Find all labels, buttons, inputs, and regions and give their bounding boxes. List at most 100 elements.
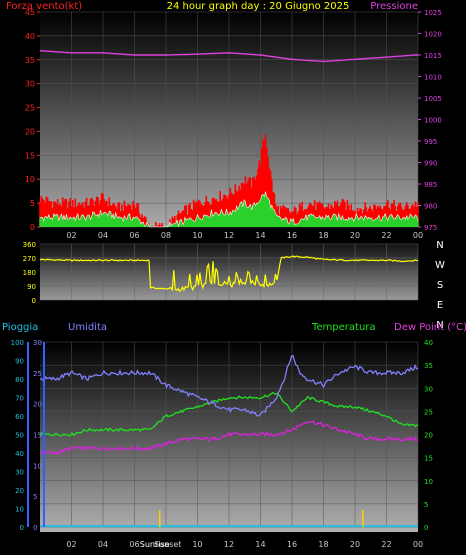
- temp-x-tick-label: 00: [413, 540, 423, 549]
- temp-x-tick-label: 16: [287, 540, 297, 549]
- rain-axis-label: Pioggia: [2, 322, 38, 333]
- temperature-tick-label: 10: [424, 478, 433, 486]
- temperature-tick-label: 35: [424, 362, 433, 370]
- humidity-tick-label: 15: [33, 432, 42, 440]
- pressure-tick-label: 990: [424, 160, 437, 168]
- temperature-tick-label: 30: [424, 385, 433, 393]
- wind-x-tick-label: 10: [192, 231, 202, 240]
- pressure-line: [39, 50, 418, 63]
- rain-tick-label: 90: [15, 358, 24, 366]
- temperature-panel-grid: [40, 341, 419, 528]
- wind-x-tick-label: 06: [129, 231, 139, 240]
- direction-line: [39, 255, 419, 293]
- wind-x-tick-label: 14: [255, 231, 265, 240]
- pressure-tick-label: 1010: [424, 74, 442, 82]
- wind-axis-label: Forza vento(kt): [6, 1, 82, 12]
- wind-tick-label: 20: [25, 127, 35, 136]
- wind-tick-label: 45: [25, 8, 35, 17]
- humidity-line: [39, 355, 419, 417]
- wind-avg-line: [39, 190, 419, 228]
- wind-x-tick-label: 12: [224, 231, 234, 240]
- wind-panel-axes: 0510152025303540459759809859909951000100…: [25, 8, 442, 240]
- sunset-label: Sunset: [154, 540, 181, 549]
- humidity-tick-label: 0: [33, 524, 37, 532]
- compass-label: N: [436, 320, 443, 331]
- temperature-tick-label: 5: [424, 501, 428, 509]
- humidity-axis-label: Umidita: [68, 322, 107, 333]
- direction-panel-grid: [40, 243, 419, 301]
- humidity-tick-label: 20: [33, 401, 42, 409]
- temp-x-tick-label: 14: [255, 540, 265, 549]
- temperature-tick-label: 15: [424, 455, 433, 463]
- wind-tick-label: 5: [30, 199, 35, 208]
- wind-x-tick-label: 18: [318, 231, 328, 240]
- wind-tick-label: 0: [30, 223, 35, 232]
- temperature-tick-label: 0: [424, 524, 428, 532]
- wind-tick-label: 10: [25, 175, 35, 184]
- legend-dewpoint: Dew Point (°C): [394, 322, 466, 333]
- rain-tick-label: 10: [15, 506, 24, 514]
- wind-tick-label: 40: [25, 32, 35, 41]
- temperature-tick-label: 20: [424, 432, 433, 440]
- wind-x-tick-label: 00: [413, 231, 423, 240]
- humidity-tick-label: 10: [33, 462, 42, 470]
- rain-tick-label: 100: [11, 339, 24, 347]
- rain-tick-label: 60: [15, 413, 24, 421]
- wind-x-tick-label: 16: [287, 231, 297, 240]
- temp-x-tick-label: 06: [129, 540, 139, 549]
- temperature-panel-plot: [39, 355, 419, 528]
- humidity-tick-label: 5: [33, 493, 37, 501]
- pressure-tick-label: 995: [424, 138, 437, 146]
- temperature-panel-axes: 0102030405060708090100051015202530051015…: [11, 339, 433, 549]
- temp-x-tick-label: 04: [98, 540, 108, 549]
- compass-label: E: [437, 300, 443, 311]
- pressure-tick-label: 1005: [424, 95, 442, 103]
- direction-tick-label: 360: [23, 241, 36, 249]
- direction-panel-plot: [39, 255, 419, 293]
- pressure-tick-label: 1025: [424, 9, 442, 17]
- wind-tick-label: 15: [25, 151, 35, 160]
- sunrise-label: Sunrise: [140, 540, 170, 549]
- temp-x-tick-label: 22: [381, 540, 391, 549]
- rain-tick-label: 0: [20, 524, 24, 532]
- pressure-tick-label: 985: [424, 181, 437, 189]
- pressure-axis-label: Pressione: [370, 1, 418, 12]
- temperature-line: [39, 391, 419, 437]
- wind-x-tick-label: 20: [350, 231, 360, 240]
- wind-x-tick-label: 08: [161, 231, 171, 240]
- rain-tick-label: 80: [15, 376, 24, 384]
- temp-x-tick-label: 12: [224, 540, 234, 549]
- compass-label: N: [436, 240, 443, 251]
- wind-x-tick-label: 04: [98, 231, 108, 240]
- wind-tick-label: 30: [25, 80, 35, 89]
- temperature-tick-label: 40: [424, 339, 433, 347]
- dewpoint-line: [39, 420, 419, 455]
- wind-x-tick-label: 22: [381, 231, 391, 240]
- pressure-tick-label: 1015: [424, 52, 442, 60]
- chart-title: 24 hour graph day : 20 Giugno 2025: [167, 1, 350, 12]
- wind-tick-label: 35: [25, 56, 35, 65]
- direction-tick-label: 0: [32, 297, 36, 305]
- compass-label: W: [435, 260, 445, 271]
- wind-panel-plot: [39, 50, 419, 228]
- rain-tick-label: 70: [15, 395, 24, 403]
- temp-x-tick-label: 18: [318, 540, 328, 549]
- rain-tick-label: 40: [15, 450, 24, 458]
- rain-tick-label: 20: [15, 487, 24, 495]
- legend-temperature: Temperatura: [311, 322, 376, 333]
- wind-avg-bars: [39, 192, 419, 227]
- direction-tick-label: 180: [23, 269, 36, 277]
- wind-x-tick-label: 02: [66, 231, 76, 240]
- humidity-tick-label: 25: [33, 370, 42, 378]
- direction-tick-label: 90: [27, 283, 36, 291]
- pressure-tick-label: 1020: [424, 31, 442, 39]
- pressure-tick-label: 975: [424, 224, 437, 232]
- temp-x-tick-label: 20: [350, 540, 360, 549]
- rain-tick-label: 30: [15, 469, 24, 477]
- direction-tick-label: 270: [23, 255, 36, 263]
- temp-x-tick-label: 10: [192, 540, 202, 549]
- wind-tick-label: 25: [25, 104, 35, 113]
- temperature-tick-label: 25: [424, 408, 433, 416]
